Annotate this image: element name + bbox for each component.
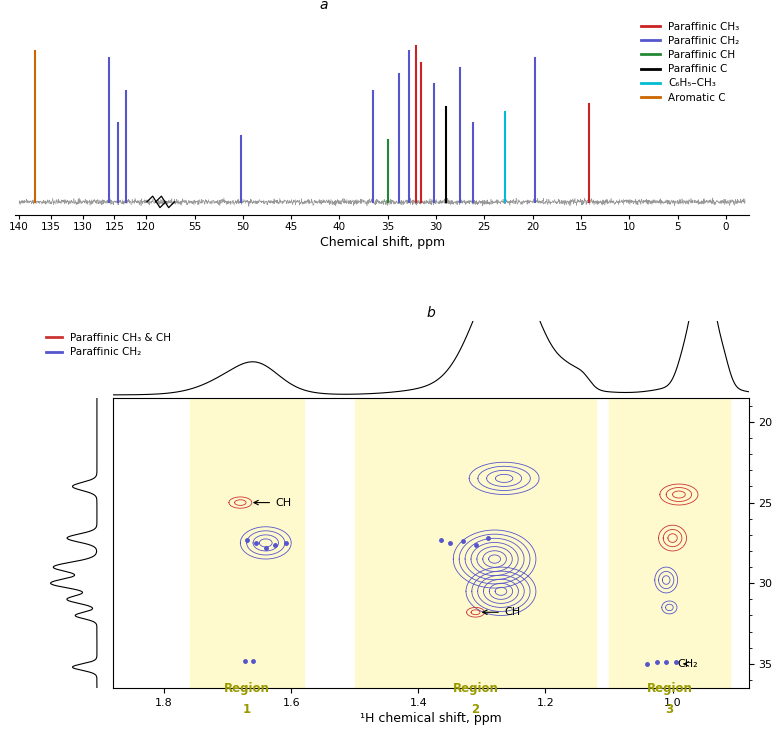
Text: 1: 1 bbox=[242, 703, 251, 715]
X-axis label: ¹H chemical shift, ppm: ¹H chemical shift, ppm bbox=[361, 712, 502, 725]
Text: Region: Region bbox=[646, 681, 692, 695]
Text: Region: Region bbox=[224, 681, 269, 695]
Text: a: a bbox=[319, 0, 328, 12]
Legend: Paraffinic CH₃ & CH, Paraffinic CH₂: Paraffinic CH₃ & CH, Paraffinic CH₂ bbox=[42, 329, 175, 362]
Text: CH: CH bbox=[482, 608, 520, 617]
X-axis label: Chemical shift, ppm: Chemical shift, ppm bbox=[320, 236, 445, 249]
Bar bbox=[355, 397, 596, 688]
Bar bbox=[189, 397, 304, 688]
Legend: Paraffinic CH₃, Paraffinic CH₂, Paraffinic CH, Paraffinic C, C₆H₅–CH₃, Aromatic : Paraffinic CH₃, Paraffinic CH₂, Paraffin… bbox=[637, 18, 743, 107]
Text: Region: Region bbox=[452, 681, 499, 695]
Text: CH: CH bbox=[254, 498, 291, 507]
Text: CH₂: CH₂ bbox=[677, 659, 698, 669]
Text: 3: 3 bbox=[665, 703, 673, 715]
Bar bbox=[609, 397, 730, 688]
Text: b: b bbox=[427, 306, 435, 320]
Text: 2: 2 bbox=[472, 703, 479, 715]
